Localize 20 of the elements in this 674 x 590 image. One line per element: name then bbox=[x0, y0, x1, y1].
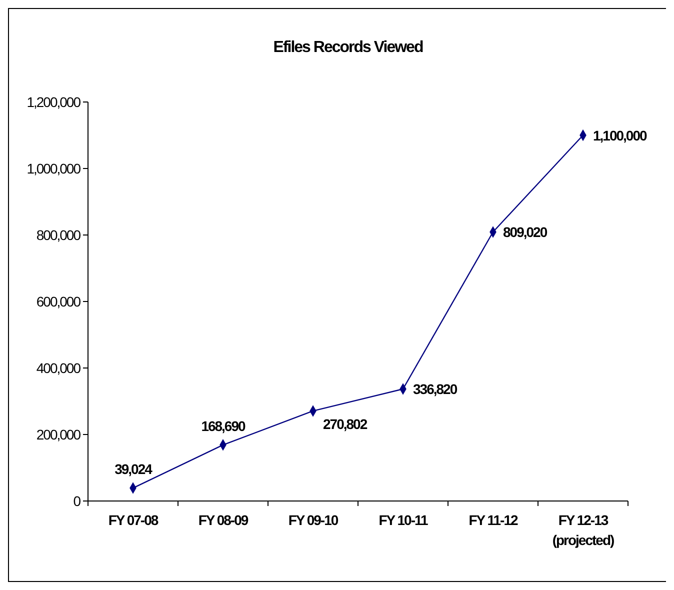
x-tick-label: FY 09-10 bbox=[288, 512, 339, 528]
data-label: 39,024 bbox=[114, 461, 153, 478]
x-tick-label: FY 10-11 bbox=[378, 512, 428, 528]
x-tick-label: FY 08-09 bbox=[198, 512, 249, 528]
x-tick-label: FY 12-13 (projected) bbox=[552, 512, 614, 548]
y-tick-label: 800,000 bbox=[36, 226, 82, 243]
y-tick-label: 1,200,000 bbox=[26, 94, 82, 110]
data-label: 270,802 bbox=[323, 416, 368, 432]
chart-title: Efiles Records Viewed bbox=[273, 39, 423, 56]
x-tick-label: FY 11-12 bbox=[468, 512, 518, 528]
y-tick-label: 200,000 bbox=[36, 426, 82, 442]
data-label: 168,690 bbox=[201, 418, 246, 434]
data-label: 809,020 bbox=[503, 224, 548, 240]
y-tick-label: 600,000 bbox=[36, 293, 82, 310]
x-tick-label: FY 07-08 bbox=[108, 512, 159, 528]
y-tick-label: 0 bbox=[73, 492, 82, 509]
data-label: 336,820 bbox=[413, 381, 458, 398]
y-tick-label: 400,000 bbox=[36, 360, 82, 376]
data-label: 1,100,000 bbox=[593, 127, 648, 144]
y-tick-label: 1,000,000 bbox=[26, 160, 82, 176]
